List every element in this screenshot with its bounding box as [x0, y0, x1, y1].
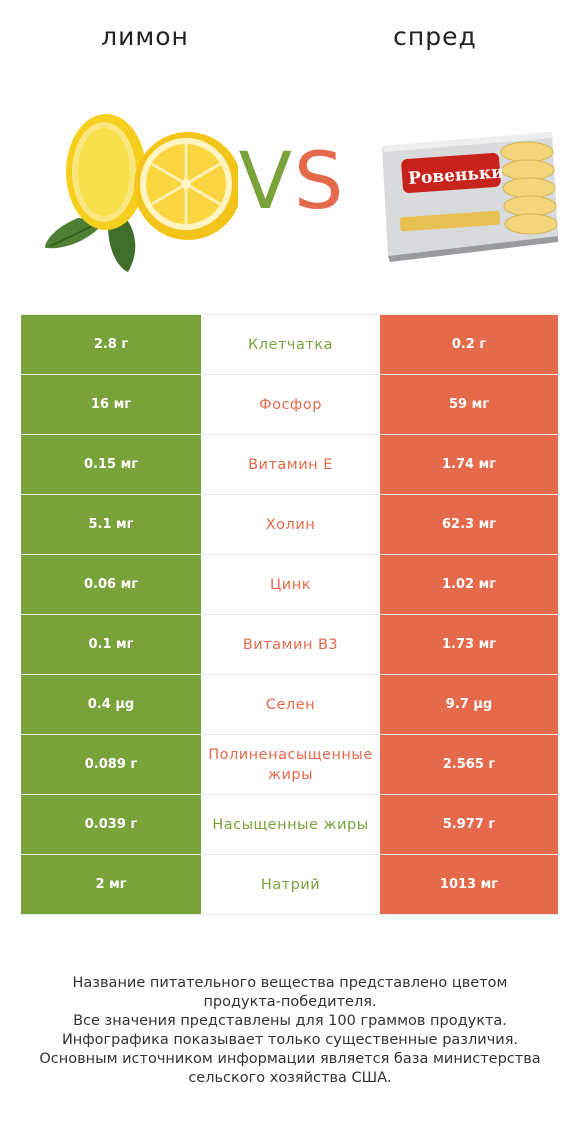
left-value: 2 мг: [21, 855, 201, 914]
nutrient-name: Насыщенные жиры: [201, 795, 380, 854]
left-value: 16 мг: [21, 375, 201, 434]
comparison-table: 2.8 г Клетчатка 0.2 г 16 мг Фосфор 59 мг 0.15 …: [21, 314, 558, 915]
left-value: 5.1 мг: [21, 495, 201, 554]
footer-line: Название питательного вещества представл…: [72, 975, 508, 991]
nutrient-name: Клетчатка: [201, 315, 380, 374]
footer-line: Основным источником информации является …: [39, 1051, 541, 1067]
table-row: 0.4 µg Селен 9.7 µg: [21, 675, 558, 735]
spread-package-image: Ровеньки: [382, 132, 558, 262]
left-value: 0.06 мг: [21, 555, 201, 614]
table-row: 0.089 г Полиненасыщенные жиры 2.565 г: [21, 735, 558, 795]
nutrient-name: Полиненасыщенные жиры: [201, 735, 380, 794]
nutrient-name: Витамин B3: [201, 615, 380, 674]
nutrient-name: Селен: [201, 675, 380, 734]
table-row: 0.15 мг Витамин E 1.74 мг: [21, 435, 558, 495]
vs-s-letter: S: [293, 137, 346, 227]
table-row: 0.06 мг Цинк 1.02 мг: [21, 555, 558, 615]
footer-note: Название питательного вещества представл…: [20, 974, 560, 1088]
right-value: 1.74 мг: [380, 435, 558, 494]
nutrient-name: Холин: [201, 495, 380, 554]
vs-v-letter: V: [238, 137, 294, 227]
lemon-image: [45, 114, 238, 272]
table-row: 2.8 г Клетчатка 0.2 г: [21, 314, 558, 375]
footer-line: сельского хозяйства США.: [188, 1070, 392, 1086]
right-value: 5.977 г: [380, 795, 558, 854]
left-value: 0.4 µg: [21, 675, 201, 734]
footer-line: Все значения представлены для 100 граммо…: [73, 1013, 507, 1029]
right-value: 59 мг: [380, 375, 558, 434]
nutrient-name: Цинк: [201, 555, 380, 614]
footer-line: Инфографика показывает только существенн…: [61, 1032, 519, 1048]
right-value: 9.7 µg: [380, 675, 558, 734]
table-row: 16 мг Фосфор 59 мг: [21, 375, 558, 435]
right-value: 1013 мг: [380, 855, 558, 914]
right-value: 1.73 мг: [380, 615, 558, 674]
table-row: 0.1 мг Витамин B3 1.73 мг: [21, 615, 558, 675]
nutrient-name: Фосфор: [201, 375, 380, 434]
right-value: 2.565 г: [380, 735, 558, 794]
nutrient-name: Витамин E: [201, 435, 380, 494]
left-value: 0.039 г: [21, 795, 201, 854]
left-product-title: лимон: [101, 22, 189, 51]
right-value: 1.02 мг: [380, 555, 558, 614]
left-value: 0.1 мг: [21, 615, 201, 674]
left-value: 2.8 г: [21, 315, 201, 374]
table-row: 2 мг Натрий 1013 мг: [21, 855, 558, 915]
table-row: 0.039 г Насыщенные жиры 5.977 г: [21, 795, 558, 855]
left-value: 0.15 мг: [21, 435, 201, 494]
footer-line: продукта-победителя.: [203, 994, 377, 1010]
vs-label: VS: [222, 132, 362, 232]
left-value: 0.089 г: [21, 735, 201, 794]
nutrient-name: Натрий: [201, 855, 380, 914]
right-product-title: спред: [393, 22, 477, 51]
right-value: 0.2 г: [380, 315, 558, 374]
table-row: 5.1 мг Холин 62.3 мг: [21, 495, 558, 555]
right-value: 62.3 мг: [380, 495, 558, 554]
